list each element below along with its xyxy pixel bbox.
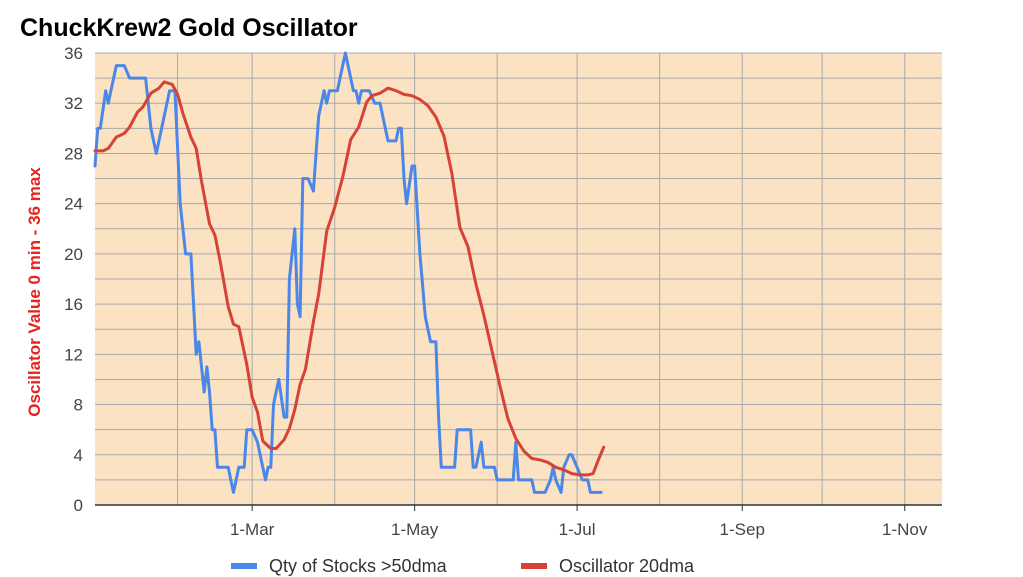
series-lines (93, 51, 606, 494)
y-tick-label: 24 (64, 195, 83, 214)
legend-item-1: Qty of Stocks >50dma (231, 556, 448, 576)
y-tick-label: 28 (64, 144, 83, 163)
legend-swatch (231, 563, 257, 569)
x-tick-label: 1-Nov (882, 520, 928, 539)
legend-swatch (521, 563, 547, 569)
legend-label: Qty of Stocks >50dma (269, 556, 448, 576)
series-line-1 (93, 51, 603, 494)
y-tick-label: 36 (64, 44, 83, 63)
legend: Qty of Stocks >50dma Oscillator 20dma (231, 556, 695, 576)
x-tick-label: 1-Mar (230, 520, 275, 539)
y-tick-label: 20 (64, 245, 83, 264)
y-axis-label: Oscillator Value 0 min - 36 max (25, 167, 44, 417)
vertical-gridlines (177, 53, 906, 505)
x-tick-label: 1-Sep (720, 520, 765, 539)
horizontal-gridlines (95, 52, 942, 481)
y-tick-label: 12 (64, 345, 83, 364)
y-tick-label: 0 (74, 496, 83, 515)
y-tick-label: 32 (64, 94, 83, 113)
series-line-2 (93, 80, 606, 477)
x-tick-label: 1-May (391, 520, 439, 539)
y-tick-label: 4 (74, 446, 83, 465)
legend-label: Oscillator 20dma (559, 556, 695, 576)
chart-title: ChuckKrew2 Gold Oscillator (20, 14, 358, 42)
x-axis-tick-labels: 1-Mar 1-May 1-Jul 1-Sep 1-Nov (230, 505, 928, 539)
x-tick-label: 1-Jul (559, 520, 596, 539)
legend-item-2: Oscillator 20dma (521, 556, 695, 576)
y-tick-label: 16 (64, 295, 83, 314)
y-axis-tick-labels: 0 4 8 12 16 20 24 28 32 36 (64, 44, 83, 515)
y-tick-label: 8 (74, 396, 83, 415)
